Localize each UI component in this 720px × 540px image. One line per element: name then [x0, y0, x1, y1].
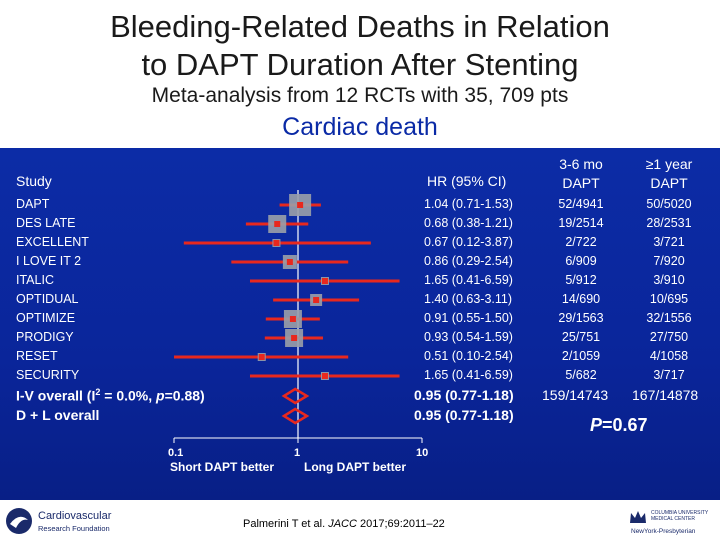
overall-iv-label-b: = 0.0%, [100, 387, 157, 404]
citation-journal: JACC [328, 518, 357, 530]
short-dapt-events: 5/682 [565, 368, 597, 382]
overall-iv-label-p: p [156, 387, 165, 404]
short-dapt-events: 19/2514 [558, 216, 604, 230]
columbia-logo: COLUMBIA UNIVERSITY MEDICAL CENTER NewYo… [627, 508, 719, 538]
study-name: EXCELLENT [16, 235, 89, 249]
hr-point [273, 240, 280, 246]
x-right-label: Long DAPT better [304, 460, 406, 474]
divider [0, 148, 720, 150]
study-name: ITALIC [16, 273, 54, 287]
hr-point [291, 335, 298, 341]
hr-point [289, 316, 296, 322]
hr-value: 0.86 (0.29-2.54) [424, 254, 513, 268]
long-dapt-events: 32/1556 [646, 311, 692, 325]
short-dapt-header-line-1: 3-6 mo [559, 156, 603, 172]
title-line-2: to DAPT Duration After Stenting [141, 47, 579, 82]
long-dapt-events: 7/920 [653, 254, 685, 268]
x-left-label: Short DAPT better [170, 460, 275, 474]
columbia-logo-line-1: COLUMBIA UNIVERSITY MEDICAL CENTER [651, 510, 709, 522]
hr-point [286, 259, 293, 265]
overall-dl-hr: 0.95 (0.77-1.18) [414, 407, 514, 423]
hr-value: 0.93 (0.54-1.59) [424, 330, 513, 344]
short-dapt-header: 3-6 mo DAPT [548, 155, 614, 193]
long-dapt-header-line-1: ≥1 year [645, 156, 693, 172]
short-dapt-events: 2/1059 [561, 349, 601, 363]
columbia-logo-line-2: NewYork-Presbyterian [631, 528, 696, 535]
hr-value: 1.40 (0.63-3.11) [424, 292, 513, 306]
short-dapt-header-line-2: DAPT [562, 175, 600, 191]
long-dapt-events: 50/5020 [646, 197, 692, 211]
hr-value: 1.65 (0.41-6.59) [424, 273, 513, 287]
short-dapt-events: 14/690 [561, 292, 601, 306]
study-name: I LOVE IT 2 [16, 254, 82, 268]
study-name: PRODIGY [16, 330, 74, 344]
subtitle: Meta-analysis from 12 RCTs with 35, 709 … [151, 84, 569, 107]
long-dapt-events: 28/2531 [646, 216, 692, 230]
crown-icon [630, 511, 646, 523]
citation: Palmerini T et al. JACC 2017;69:2011–22 [243, 518, 445, 530]
long-dapt-header: ≥1 year DAPT [633, 155, 705, 193]
hr-point [274, 221, 281, 227]
x-tick-label: 1 [294, 447, 301, 459]
overall-iv-label-c: =0.88) [164, 387, 205, 404]
long-dapt-events: 3/717 [653, 368, 685, 382]
citation-details: 2017;69:2011–22 [356, 518, 445, 530]
short-dapt-events: 29/1563 [558, 311, 604, 325]
long-dapt-events: 3/910 [653, 273, 685, 287]
long-dapt-events: 27/750 [649, 330, 689, 344]
x-tick-label: 10 [416, 447, 429, 459]
study-name: SECURITY [16, 368, 80, 382]
p-value-number: =0.67 [602, 415, 648, 435]
short-dapt-events: 25/751 [561, 330, 601, 344]
forest-plot-panel [0, 150, 720, 500]
study-name: DAPT [16, 197, 50, 211]
hr-header: HR (95% CI) [427, 173, 507, 189]
crf-logo-mark [6, 508, 32, 534]
hr-point [297, 202, 304, 208]
title-line-1: Bleeding-Related Deaths in Relation [110, 9, 610, 44]
overall-iv-label: I-V overall (I2 = 0.0%, p=0.88) [16, 387, 205, 404]
hr-point [313, 297, 320, 303]
p-value: P=0.67 [590, 415, 648, 436]
hr-value: 0.68 (0.38-1.21) [424, 216, 513, 230]
section-heading: Cardiac death [282, 113, 438, 141]
p-value-letter: P [590, 415, 603, 435]
citation-authors: Palmerini T et al. [243, 518, 329, 530]
hr-value: 0.51 (0.10-2.54) [424, 349, 513, 363]
study-name: RESET [16, 349, 58, 363]
hr-value: 0.91 (0.55-1.50) [424, 311, 513, 325]
overall-iv-label-sup: 2 [95, 387, 101, 397]
crf-logo-line-1: Cardiovascular [38, 510, 112, 522]
overall-diamond [281, 387, 310, 405]
short-dapt-total: 159/14743 [542, 387, 609, 403]
overall-diamond [281, 407, 310, 425]
hr-point [258, 354, 265, 360]
hr-point [321, 278, 328, 284]
short-dapt-events: 5/912 [565, 273, 597, 287]
crf-logo-line-2: Research Foundation [38, 524, 110, 533]
overall-iv-hr: 0.95 (0.77-1.18) [414, 387, 514, 403]
study-name: OPTIMIZE [16, 311, 76, 325]
long-dapt-total: 167/14878 [632, 387, 699, 403]
hr-value: 1.04 (0.71-1.53) [424, 197, 513, 211]
x-tick-label: 0.1 [168, 447, 184, 459]
study-name: DES LATE [16, 216, 76, 230]
crf-logo: Cardiovascular Research Foundation [4, 506, 114, 538]
hr-value: 0.67 (0.12-3.87) [424, 235, 513, 249]
hr-point [321, 373, 328, 379]
short-dapt-events: 6/909 [565, 254, 597, 268]
hr-value: 1.65 (0.41-6.59) [424, 368, 513, 382]
short-dapt-events: 2/722 [565, 235, 597, 249]
slide-title: Bleeding-Related Deaths in Relation to D… [0, 8, 720, 84]
study-header: Study [16, 173, 52, 189]
long-dapt-header-line-2: DAPT [650, 175, 688, 191]
study-name: OPTIDUAL [16, 292, 79, 306]
long-dapt-events: 10/695 [649, 292, 689, 306]
long-dapt-events: 3/721 [653, 235, 685, 249]
overall-dl-label: D + L overall [16, 407, 100, 423]
overall-iv-label-a: I-V overall (I [16, 387, 96, 404]
short-dapt-events: 52/4941 [558, 197, 604, 211]
long-dapt-events: 4/1058 [649, 349, 689, 363]
